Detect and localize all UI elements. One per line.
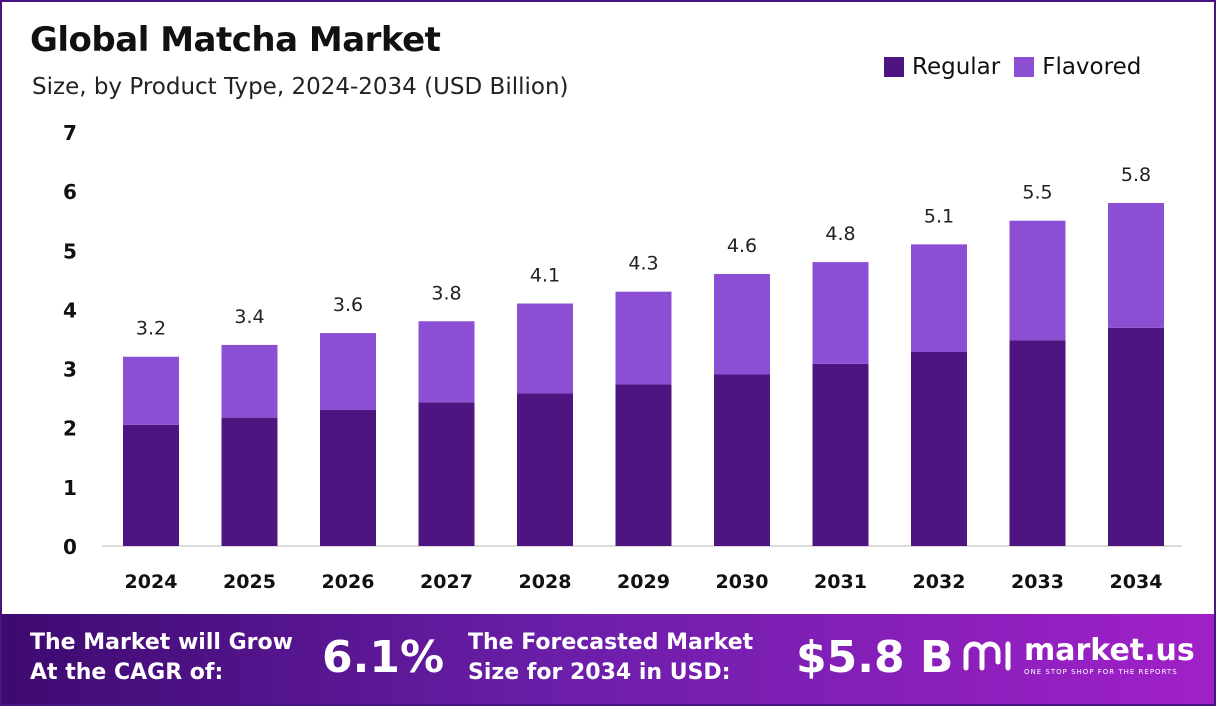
market-us-logo-icon	[963, 641, 1011, 671]
bar-total-label: 3.4	[234, 306, 264, 328]
cagr-caption-line2: At the CAGR of:	[30, 660, 224, 685]
x-tick-label: 2033	[1011, 571, 1064, 593]
y-tick-label: 4	[63, 298, 77, 322]
bar-regular-2028	[517, 393, 573, 546]
brand-name: market.us	[1024, 633, 1195, 668]
forecast-caption: The Forecasted Market Size for 2034 in U…	[468, 628, 753, 688]
x-tick-label: 2032	[913, 571, 966, 593]
bar-regular-2025	[221, 417, 278, 546]
y-tick-label: 3	[63, 358, 77, 382]
x-tick-label: 2031	[814, 571, 867, 593]
bar-total-label: 4.3	[628, 253, 658, 275]
y-tick-label: 1	[63, 476, 77, 500]
bar-flavored-2029	[615, 291, 672, 385]
bar-total-label: 4.8	[825, 223, 855, 245]
brand-tagline: ONE STOP SHOP FOR THE REPORTS	[1024, 668, 1178, 676]
y-tick-label: 6	[63, 180, 77, 204]
bar-total-label: 3.8	[431, 282, 461, 304]
bar-regular-2034	[1108, 327, 1164, 546]
y-tick-label: 0	[63, 535, 77, 559]
bar-chart: 0 1 2 3 4 5 6 7 3.2 2024 3.4 2025 3.6 2026 3.8 2027 4.1 2…	[63, 121, 1182, 593]
bar-flavored-2034	[1108, 202, 1164, 328]
bar-regular-2033	[1009, 340, 1066, 546]
bar-flavored-2030	[714, 273, 770, 375]
bar-total-label: 4.1	[530, 265, 560, 287]
bar-regular-2029	[615, 384, 672, 546]
chart-subtitle: Size, by Product Type, 2024-2034 (USD Bi…	[32, 74, 569, 100]
bar-flavored-2026	[320, 333, 376, 410]
legend-item-regular: Regular	[884, 54, 1000, 80]
bar-total-label: 3.2	[136, 318, 166, 340]
bar-total-label: 3.6	[333, 294, 363, 316]
y-tick-label: 5	[63, 239, 77, 263]
bar-regular-2026	[320, 409, 376, 546]
legend-swatch-regular	[884, 57, 904, 77]
bar-flavored-2032	[911, 244, 967, 353]
footer-banner: The Market will Grow At the CAGR of: 6.1…	[2, 614, 1214, 704]
x-tick-label: 2027	[420, 571, 473, 593]
chart-legend: Regular Flavored	[884, 54, 1141, 80]
legend-swatch-flavored	[1014, 57, 1035, 77]
forecast-caption-line1: The Forecasted Market	[468, 630, 754, 655]
bar-flavored-2028	[517, 303, 573, 394]
x-tick-label: 2029	[617, 571, 670, 593]
bar-regular-2031	[812, 363, 869, 546]
legend-label-regular: Regular	[912, 54, 1001, 80]
brand-text: market.us ONE STOP SHOP FOR THE REPORTS	[1024, 633, 1195, 677]
forecast-value: $5.8 B	[796, 632, 954, 683]
x-tick-label: 2030	[716, 571, 769, 593]
cagr-caption: The Market will Grow At the CAGR of:	[30, 628, 293, 688]
x-tick-label: 2034	[1110, 571, 1163, 593]
x-tick-label: 2026	[322, 571, 375, 593]
bar-total-label: 4.6	[727, 235, 757, 257]
x-tick-label: 2028	[519, 571, 572, 593]
brand-logo: market.us ONE STOP SHOP FOR THE REPORTS	[962, 636, 1195, 676]
bar-flavored-2024	[123, 356, 179, 425]
bar-total-label: 5.5	[1022, 182, 1052, 204]
x-tick-label: 2025	[223, 571, 276, 593]
chart-title: Global Matcha Market	[30, 20, 441, 60]
bar-total-label: 5.8	[1121, 164, 1151, 186]
bar-regular-2032	[911, 352, 967, 546]
bar-total-label: 5.1	[924, 205, 954, 227]
bar-flavored-2033	[1009, 220, 1066, 341]
cagr-value: 6.1%	[322, 632, 445, 683]
forecast-caption-line2: Size for 2034 in USD:	[468, 660, 731, 685]
bar-flavored-2025	[221, 344, 278, 418]
bar-flavored-2027	[418, 321, 475, 403]
legend-label-flavored: Flavored	[1042, 54, 1142, 80]
legend-item-flavored: Flavored	[1014, 54, 1141, 80]
bar-regular-2024	[123, 424, 179, 546]
bar-regular-2030	[714, 374, 770, 546]
y-tick-label: 2	[63, 417, 77, 441]
bar-flavored-2031	[812, 262, 869, 364]
bar-regular-2027	[418, 402, 475, 546]
x-tick-label: 2024	[125, 571, 178, 593]
y-tick-label: 7	[63, 121, 77, 145]
cagr-caption-line1: The Market will Grow	[30, 630, 293, 655]
